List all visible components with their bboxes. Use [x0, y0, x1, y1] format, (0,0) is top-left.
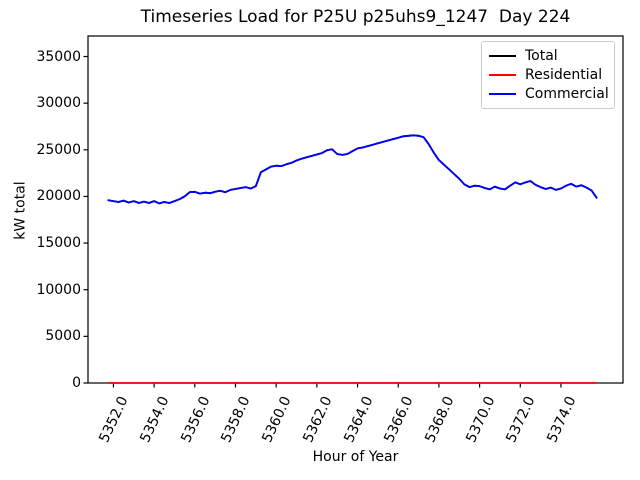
y-tick-label: 35000 [36, 48, 81, 65]
legend-entry-total: Total [489, 46, 607, 65]
legend-label: Residential [525, 66, 603, 83]
y-tick-label: 20000 [36, 188, 81, 205]
y-tick-label: 30000 [36, 95, 81, 112]
y-tick-label: 5000 [45, 328, 81, 345]
y-tick-label: 15000 [36, 235, 81, 252]
legend-label: Total [525, 47, 558, 64]
series-line-total [107, 134, 598, 205]
legend: Total Residential Commercial [481, 41, 615, 109]
series-line-commercial [107, 134, 598, 205]
legend-line-sample [489, 73, 516, 76]
legend-line-sample [489, 54, 516, 57]
legend-entry-residential: Residential [489, 65, 607, 84]
legend-entry-commercial: Commercial [489, 85, 609, 104]
y-tick-label: 0 [72, 375, 81, 391]
y-tick-label: 10000 [36, 281, 81, 298]
x-axis-label: Hour of Year [312, 449, 399, 465]
chart-title: Timeseries Load for P25U p25uhs9_1247 Da… [140, 7, 571, 27]
legend-label: Commercial [525, 86, 609, 103]
y-tick-label: 25000 [36, 141, 81, 158]
legend-line-sample [489, 93, 516, 96]
y-axis-label: kW total [12, 181, 29, 240]
